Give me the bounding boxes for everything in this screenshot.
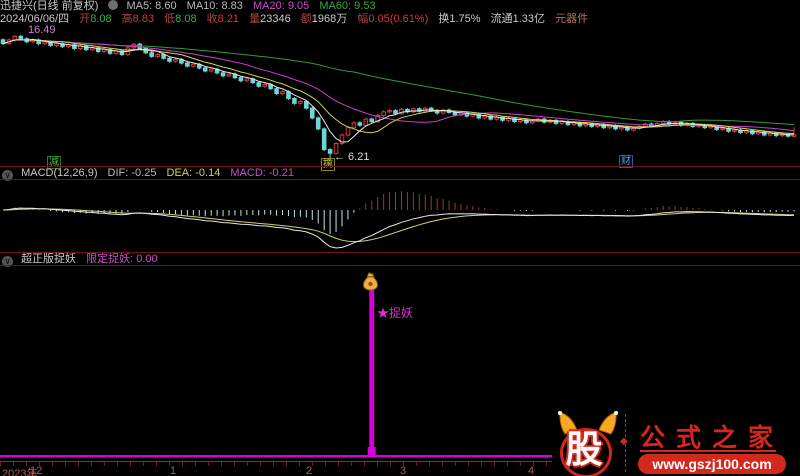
macd-header: ∨ MACD(12,26,9) DIF: -0.25 DEA: -0.14 MA…: [0, 167, 800, 181]
axis-month-label: 1: [170, 465, 177, 476]
ma10-label: MA10: 8.83: [186, 0, 243, 12]
info-bar-1: 迅捷兴(日线 前复权) MA5: 8.60 MA10: 8.83 MA20: 9…: [0, 0, 800, 13]
macd-value: MACD: -0.21: [230, 167, 294, 179]
site-url: www.gszj100.com: [638, 454, 786, 474]
indicator-collapse-icon[interactable]: ∨: [2, 256, 13, 267]
axis-tick-marks: [0, 462, 800, 466]
price-chart[interactable]: [0, 26, 800, 166]
axis-month-label: 12: [30, 465, 43, 476]
quote-change: 幅0.05(0.61%): [357, 13, 429, 25]
quote-volume: 量23346: [249, 13, 291, 25]
spike-signal-label: ★捉妖: [377, 306, 414, 320]
high-price-label: 16.49: [28, 24, 56, 36]
ma5-label: MA5: 8.60: [126, 0, 177, 12]
macd-chart[interactable]: [0, 180, 800, 252]
panel-divider: [0, 265, 800, 266]
quote-low: 低8.08: [164, 13, 197, 25]
axis-month-label: 2: [306, 465, 313, 476]
macd-title[interactable]: MACD(12,26,9): [21, 167, 98, 179]
dif-value: DIF: -0.25: [107, 167, 157, 179]
logo-gu-character: 股: [565, 430, 603, 471]
panel-divider: [0, 179, 800, 180]
quote-turnover: 换1.75%: [438, 13, 481, 25]
money-bag-icon: [362, 272, 379, 291]
stock-title: 迅捷兴(日线 前复权): [0, 0, 99, 12]
site-name: 公式之家: [640, 425, 785, 452]
watermark-divider: [625, 414, 626, 472]
time-axis: 2023年 12 1 2 3 4: [0, 461, 800, 476]
low-price-label: ← 6.21: [334, 151, 370, 163]
quote-high: 高8.83: [121, 13, 155, 25]
indicator-header: ∨ 超正版捉妖 限定捉妖: 0.00: [0, 253, 800, 267]
quote-close: 收8.21: [206, 13, 240, 25]
diamond-icon: ◆: [620, 436, 628, 447]
panel-divider: [0, 166, 800, 167]
signal-marker-cai: 财: [619, 155, 633, 168]
indicator-value: 限定捉妖: 0.00: [86, 253, 158, 265]
quote-float: 流通1.33亿: [490, 13, 546, 25]
quote-open: 开8.08: [79, 13, 112, 25]
signal-marker-qin: 擒: [321, 158, 335, 171]
site-name-underline: [640, 450, 776, 452]
quote-industry: 元器件: [555, 13, 589, 25]
axis-month-label: 3: [400, 465, 407, 476]
ma20-label: MA20: 9.05: [252, 0, 310, 12]
watermark: 股 ◆ 公式之家 www.gszj100.com: [552, 388, 800, 476]
quote-amount: 额1968万: [300, 13, 348, 25]
dea-value: DEA: -0.14: [166, 167, 221, 179]
quote-date: 2024/06/06/四: [0, 13, 70, 25]
stock-flag-icon[interactable]: [108, 0, 119, 10]
macd-collapse-icon[interactable]: ∨: [2, 170, 13, 181]
info-bar-2: 2024/06/06/四 开8.08 高8.83 低8.08 收8.21 量23…: [0, 13, 800, 26]
axis-month-label: 4: [528, 465, 535, 476]
indicator-chart[interactable]: [0, 266, 800, 461]
ma60-label: MA60: 9.53: [319, 0, 376, 12]
bull-horns-icon: [558, 411, 618, 435]
indicator-name[interactable]: 超正版捉妖: [21, 253, 77, 265]
signal-marker-jian: 减: [47, 156, 61, 169]
panel-divider: [0, 252, 800, 253]
axis-year-label: 2023年: [2, 468, 38, 476]
